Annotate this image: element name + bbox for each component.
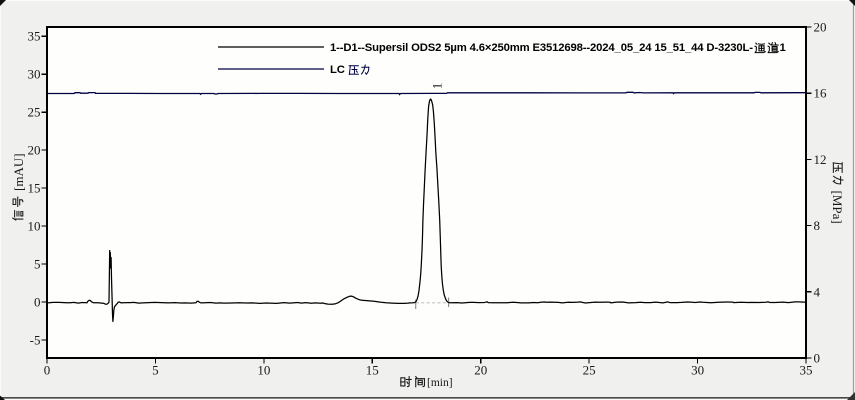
svg-text:[min]: [min] [427,377,453,389]
svg-text:[mAU]: [mAU] [11,153,26,191]
svg-text:20: 20 [28,143,41,158]
svg-text:1: 1 [429,83,444,90]
svg-text:-5: -5 [30,333,41,348]
svg-text:4: 4 [814,284,821,299]
svg-text:16: 16 [814,86,828,101]
svg-text:20: 20 [814,20,827,35]
svg-text:5: 5 [152,363,159,378]
svg-text:LC: LC [330,64,345,76]
svg-text:0: 0 [814,351,821,366]
svg-text:1--D1--Supersil ODS2 5µm 4.6×2: 1--D1--Supersil ODS2 5µm 4.6×250mm E3512… [330,42,753,54]
svg-text:10: 10 [257,363,270,378]
svg-text:30: 30 [691,363,704,378]
svg-text:0: 0 [44,363,51,378]
svg-text:20: 20 [474,363,487,378]
svg-text:5: 5 [34,257,41,272]
svg-text:25: 25 [28,105,41,120]
svg-text:8: 8 [814,218,821,233]
svg-text:10: 10 [28,219,41,234]
svg-text:[MPa]: [MPa] [830,191,845,224]
svg-text:15: 15 [28,181,41,196]
svg-text:35: 35 [800,363,813,378]
svg-text:35: 35 [28,29,41,44]
svg-text:30: 30 [28,67,41,82]
svg-text:0: 0 [34,295,41,310]
svg-text:12: 12 [814,152,827,167]
svg-text:25: 25 [583,363,596,378]
svg-text:1: 1 [780,42,786,54]
svg-text:15: 15 [366,363,379,378]
